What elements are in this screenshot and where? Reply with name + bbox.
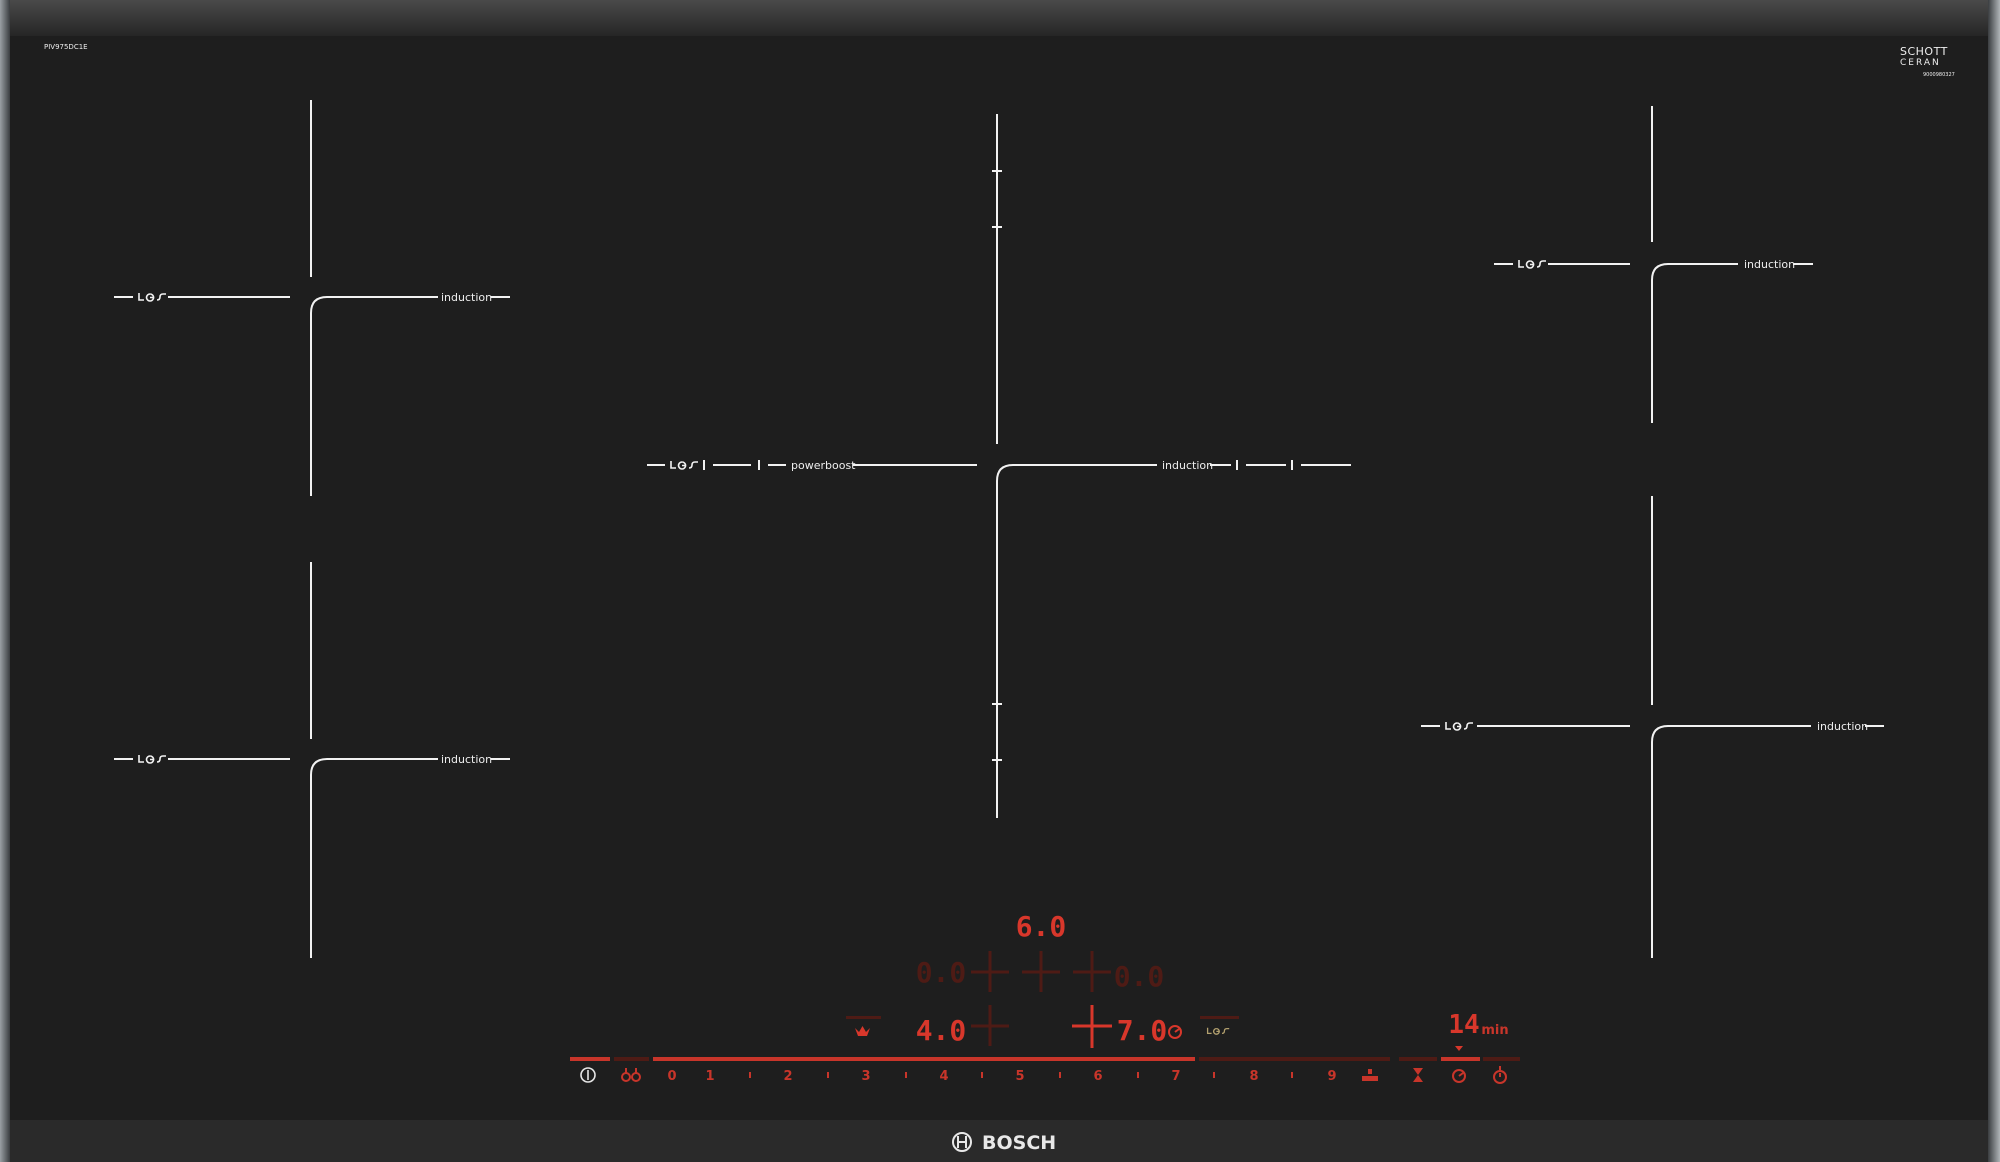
zone-label: induction <box>1162 459 1213 472</box>
timer-pointer-icon <box>1455 1046 1463 1051</box>
bosch-logo: BOSCH <box>952 1132 1056 1154</box>
leo-squiggle-icon <box>1518 259 1547 269</box>
level-6[interactable]: 6 <box>1093 1069 1102 1084</box>
zone-label: induction <box>1817 720 1868 733</box>
leo-squiggle-icon <box>670 460 699 470</box>
display-center-top: 6.0 <box>1016 910 1067 943</box>
model-number: PIV975DC1E <box>44 43 88 51</box>
schott-ceran-logo: SCHOTT CERAN 9000980327 <box>1900 45 1955 78</box>
zone-bottom-right[interactable]: induction <box>1421 496 1884 958</box>
zone-selector-crosses[interactable] <box>971 951 1111 1046</box>
frame-bottom <box>0 1120 2000 1162</box>
zone-label: induction <box>1744 258 1795 271</box>
svg-text:9000980327: 9000980327 <box>1923 72 1955 78</box>
leo-squiggle-icon <box>138 754 167 764</box>
level-3[interactable]: 3 <box>861 1069 870 1084</box>
hourglass-icon[interactable] <box>1413 1068 1423 1082</box>
slider-segment-timer[interactable] <box>1441 1057 1480 1061</box>
zone-center[interactable]: powerboost induction <box>647 114 1351 818</box>
zone-top-right[interactable]: induction <box>1494 106 1813 423</box>
powerboost-label: powerboost <box>791 459 856 472</box>
zone-label: induction <box>441 753 492 766</box>
frame-right <box>1988 0 2000 1162</box>
keep-warm-indicator <box>846 1016 881 1019</box>
zone-top-left[interactable]: induction <box>114 100 510 496</box>
display-bottom-right: 7.0 <box>1117 1014 1168 1047</box>
stopwatch-icon[interactable] <box>1493 1066 1507 1084</box>
leo-squiggle-icon <box>1445 721 1474 731</box>
pot-icon[interactable] <box>1362 1069 1378 1081</box>
level-7[interactable]: 7 <box>1171 1069 1180 1084</box>
level-4[interactable]: 4 <box>939 1069 948 1084</box>
timer-unit: min <box>1481 1023 1508 1038</box>
slider-fill[interactable] <box>653 1057 1195 1061</box>
level-8[interactable]: 8 <box>1249 1069 1258 1084</box>
display-middle-left: 0.0 <box>916 956 967 989</box>
timer-icon[interactable] <box>1452 1069 1466 1083</box>
powerboost-icon[interactable] <box>621 1068 641 1082</box>
level-labels[interactable]: 0 1 2 3 4 5 6 7 8 9 <box>667 1069 1336 1084</box>
frame-top <box>0 0 2000 36</box>
slider-track[interactable] <box>1199 1057 1390 1061</box>
crown-icon[interactable] <box>855 1026 870 1036</box>
frame-left <box>0 0 10 1162</box>
level-5[interactable]: 5 <box>1015 1069 1024 1084</box>
timer-display: 14 <box>1448 1010 1479 1040</box>
power-level-slider[interactable] <box>570 1057 1520 1061</box>
slider-segment-power[interactable] <box>570 1057 610 1061</box>
svg-text:SCHOTT: SCHOTT <box>1900 45 1948 58</box>
level-0[interactable]: 0 <box>667 1069 676 1084</box>
display-bottom-left: 4.0 <box>916 1014 967 1047</box>
slider-segment-stopwatch[interactable] <box>1483 1057 1520 1061</box>
zone-selector-active[interactable] <box>1072 1005 1112 1048</box>
leo-indicator <box>1200 1016 1239 1019</box>
power-button[interactable] <box>580 1067 596 1083</box>
svg-text:CERAN: CERAN <box>1900 58 1941 68</box>
leo-squiggle-icon <box>138 292 167 302</box>
control-panel: 6.0 0.0 0.0 4.0 7.0 14 min <box>570 910 1520 1084</box>
display-middle-right: 0.0 <box>1114 960 1165 993</box>
slider-segment-hourglass[interactable] <box>1399 1057 1437 1061</box>
leo-squiggle-icon[interactable] <box>1206 1027 1230 1035</box>
zone-label: induction <box>441 291 492 304</box>
level-2[interactable]: 2 <box>783 1069 792 1084</box>
level-1[interactable]: 1 <box>705 1069 714 1084</box>
level-9[interactable]: 9 <box>1327 1069 1336 1084</box>
svg-text:BOSCH: BOSCH <box>982 1132 1056 1154</box>
slider-segment-boost[interactable] <box>614 1057 649 1061</box>
timer-small-icon <box>1168 1025 1182 1039</box>
zone-bottom-left[interactable]: induction <box>114 562 510 958</box>
